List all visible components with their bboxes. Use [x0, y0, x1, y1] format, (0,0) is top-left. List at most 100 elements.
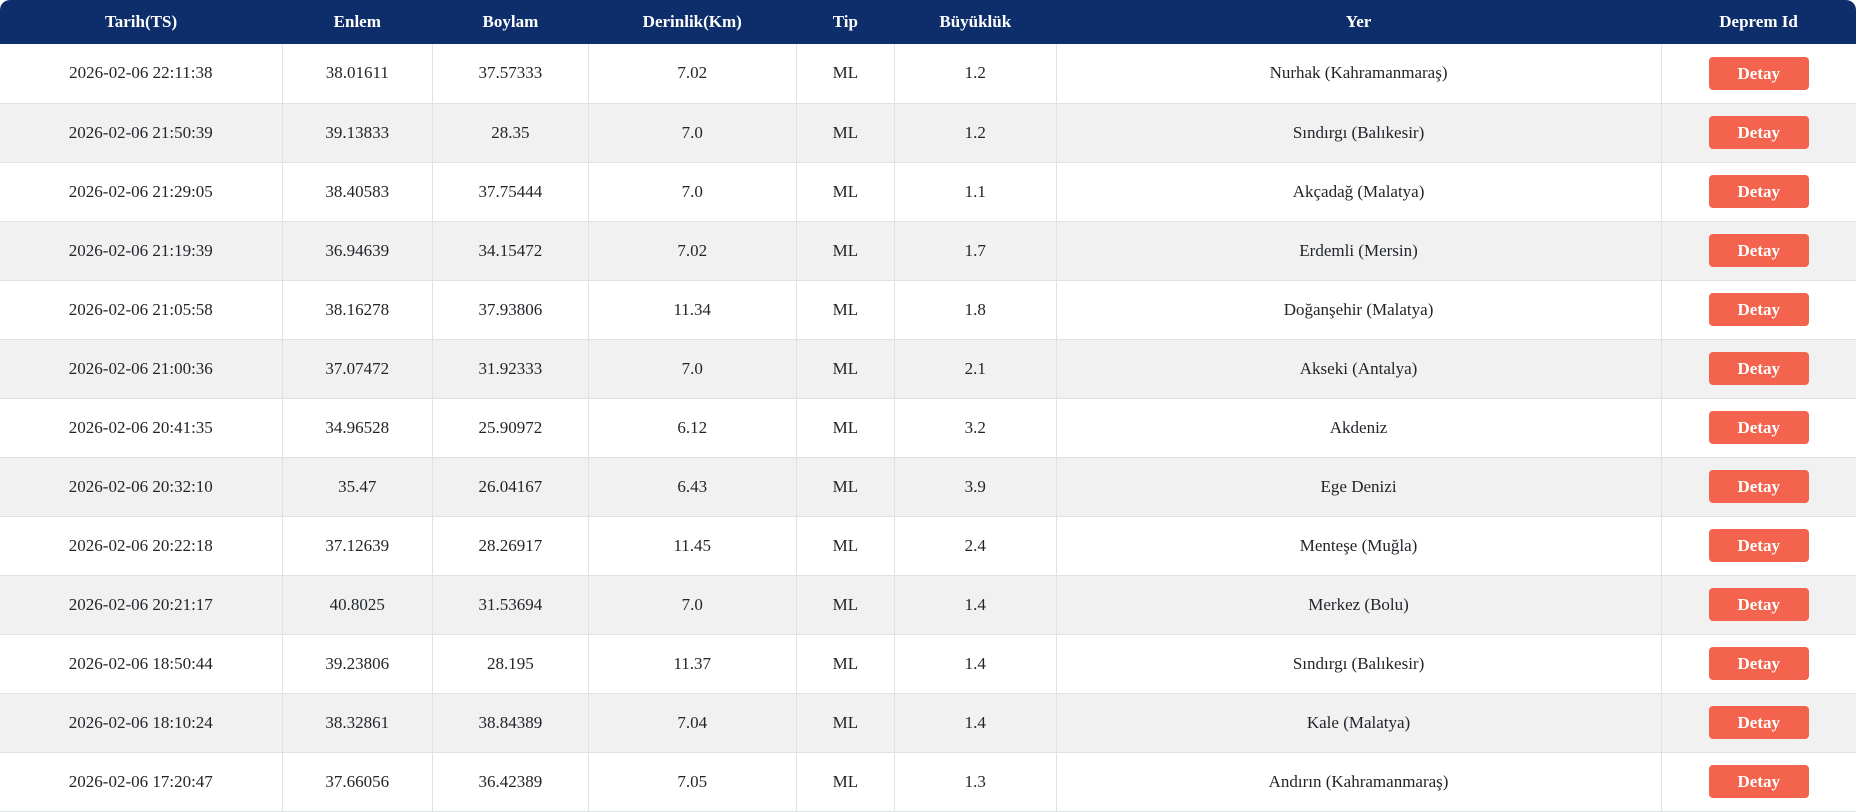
detay-button[interactable]: Detay: [1708, 765, 1809, 798]
cell-yer: Merkez (Bolu): [1055, 575, 1662, 635]
cell-derinlik: 7.04: [587, 693, 797, 753]
cell-yer: Doğanşehir (Malatya): [1055, 280, 1662, 340]
cell-tip: ML: [795, 457, 895, 517]
cell-tip: ML: [795, 752, 895, 812]
cell-deprem-id: Detay: [1660, 457, 1856, 517]
cell-tip: ML: [795, 44, 895, 104]
table-row: 2026-02-06 17:20:47 37.66056 36.42389 7.05 M…: [0, 752, 1856, 812]
table-row: 2026-02-06 21:00:36 37.07472 31.92333 7.0 ML…: [0, 339, 1856, 399]
detay-button[interactable]: Detay: [1708, 56, 1809, 90]
cell-tarih: 2026-02-06 21:19:39: [0, 221, 283, 281]
cell-enlem: 37.12639: [281, 516, 433, 576]
cell-buyukluk: 1.1: [894, 162, 1057, 222]
cell-yer: Menteşe (Muğla): [1055, 516, 1662, 576]
cell-tip: ML: [795, 103, 895, 163]
cell-deprem-id: Detay: [1660, 752, 1856, 812]
cell-tarih: 2026-02-06 18:50:44: [0, 634, 283, 694]
detay-button[interactable]: Detay: [1708, 293, 1809, 326]
cell-enlem: 38.01611: [281, 44, 433, 104]
detay-button[interactable]: Detay: [1708, 588, 1809, 621]
table-row: 2026-02-06 21:50:39 39.13833 28.35 7.0 ML 1.2…: [0, 103, 1856, 163]
cell-boylam: 28.26917: [431, 516, 589, 576]
table-row: 2026-02-06 21:19:39 36.94639 34.15472 7.02 M…: [0, 221, 1856, 281]
cell-boylam: 36.42389: [431, 752, 589, 812]
column-header-buyukluk: Büyüklük: [894, 0, 1057, 44]
detay-button[interactable]: Detay: [1708, 116, 1809, 149]
cell-derinlik: 11.37: [587, 634, 797, 694]
cell-deprem-id: Detay: [1660, 339, 1856, 399]
table-row: 2026-02-06 20:41:35 34.96528 25.90972 6.12 M…: [0, 398, 1856, 458]
cell-tarih: 2026-02-06 20:21:17: [0, 575, 283, 635]
cell-tarih: 2026-02-06 20:32:10: [0, 457, 283, 517]
detay-button[interactable]: Detay: [1708, 529, 1809, 562]
cell-yer: Akseki (Antalya): [1055, 339, 1662, 399]
table-header: Tarih(TS) Enlem Boylam Derinlik(Km) Tip …: [0, 0, 1856, 44]
cell-tarih: 2026-02-06 22:11:38: [0, 44, 283, 104]
table-row: 2026-02-06 21:05:58 38.16278 37.93806 11.34…: [0, 280, 1856, 340]
cell-enlem: 37.66056: [281, 752, 433, 812]
cell-deprem-id: Detay: [1660, 162, 1856, 222]
cell-tip: ML: [795, 516, 895, 576]
cell-buyukluk: 1.4: [894, 693, 1057, 753]
cell-deprem-id: Detay: [1660, 221, 1856, 281]
cell-derinlik: 7.05: [587, 752, 797, 812]
cell-buyukluk: 1.3: [894, 752, 1057, 812]
cell-yer: Akdeniz: [1055, 398, 1662, 458]
cell-buyukluk: 3.9: [894, 457, 1057, 517]
detay-button[interactable]: Detay: [1708, 411, 1809, 444]
cell-enlem: 38.16278: [281, 280, 433, 340]
cell-deprem-id: Detay: [1660, 634, 1856, 694]
table-header-row: Tarih(TS) Enlem Boylam Derinlik(Km) Tip …: [0, 0, 1856, 44]
cell-derinlik: 7.0: [587, 575, 797, 635]
table-row: 2026-02-06 18:10:24 38.32861 38.84389 7.04 M…: [0, 693, 1856, 753]
column-header-boylam: Boylam: [432, 0, 589, 44]
detay-button[interactable]: Detay: [1708, 352, 1809, 385]
detay-button[interactable]: Detay: [1708, 647, 1809, 680]
cell-derinlik: 11.34: [587, 280, 797, 340]
cell-tarih: 2026-02-06 21:29:05: [0, 162, 283, 222]
cell-yer: Erdemli (Mersin): [1055, 221, 1662, 281]
cell-derinlik: 7.02: [587, 221, 797, 281]
detay-button[interactable]: Detay: [1708, 470, 1809, 503]
cell-yer: Akçadağ (Malatya): [1055, 162, 1662, 222]
column-header-deprem-id: Deprem Id: [1661, 0, 1856, 44]
cell-tip: ML: [795, 280, 895, 340]
cell-tarih: 2026-02-06 21:50:39: [0, 103, 283, 163]
cell-derinlik: 7.0: [587, 103, 797, 163]
cell-boylam: 28.35: [431, 103, 589, 163]
cell-yer: Sındırgı (Balıkesir): [1055, 103, 1662, 163]
cell-tip: ML: [795, 221, 895, 281]
cell-deprem-id: Detay: [1660, 398, 1856, 458]
cell-deprem-id: Detay: [1660, 693, 1856, 753]
cell-tarih: 2026-02-06 17:20:47: [0, 752, 283, 812]
detay-button[interactable]: Detay: [1708, 706, 1809, 739]
cell-boylam: 25.90972: [431, 398, 589, 458]
cell-deprem-id: Detay: [1660, 103, 1856, 163]
cell-tarih: 2026-02-06 20:22:18: [0, 516, 283, 576]
cell-enlem: 38.32861: [281, 693, 433, 753]
cell-derinlik: 11.45: [587, 516, 797, 576]
cell-tip: ML: [795, 634, 895, 694]
cell-enlem: 35.47: [281, 457, 433, 517]
cell-buyukluk: 2.1: [894, 339, 1057, 399]
table-row: 2026-02-06 20:22:18 37.12639 28.26917 11.45…: [0, 516, 1856, 576]
table-row: 2026-02-06 22:11:38 38.01611 37.57333 7.02 M…: [0, 44, 1856, 104]
table-row: 2026-02-06 20:21:17 40.8025 31.53694 7.0 ML 1…: [0, 575, 1856, 635]
detay-button[interactable]: Detay: [1708, 234, 1809, 267]
cell-buyukluk: 3.2: [894, 398, 1057, 458]
cell-derinlik: 7.02: [587, 44, 797, 104]
cell-derinlik: 6.43: [587, 457, 797, 517]
cell-boylam: 34.15472: [431, 221, 589, 281]
cell-yer: Kale (Malatya): [1055, 693, 1662, 753]
cell-boylam: 37.75444: [431, 162, 589, 222]
cell-buyukluk: 1.2: [894, 103, 1057, 163]
cell-tip: ML: [795, 339, 895, 399]
cell-buyukluk: 1.2: [894, 44, 1057, 104]
cell-yer: Nurhak (Kahramanmaraş): [1055, 44, 1662, 104]
detay-button[interactable]: Detay: [1708, 175, 1809, 208]
cell-buyukluk: 2.4: [894, 516, 1057, 576]
cell-yer: Andırın (Kahramanmaraş): [1055, 752, 1662, 812]
cell-enlem: 34.96528: [281, 398, 433, 458]
